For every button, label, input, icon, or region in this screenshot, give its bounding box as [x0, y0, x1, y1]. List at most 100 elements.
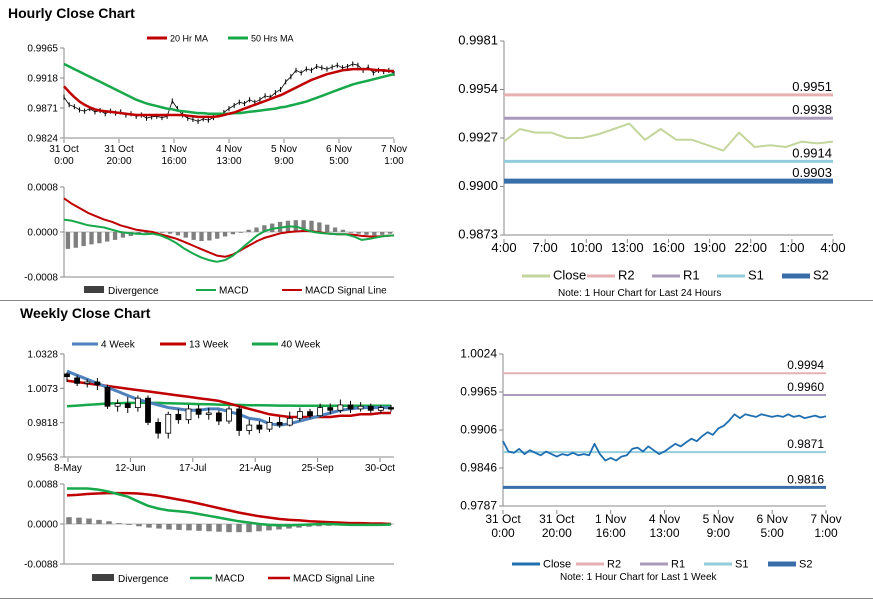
legend-label: MACD	[219, 286, 248, 297]
divergence-bar	[309, 220, 314, 232]
divergence-bar	[348, 232, 353, 233]
candle-body	[84, 381, 91, 384]
level-label-s2: 0.9816	[787, 472, 824, 486]
divergence-bar	[387, 232, 393, 234]
candle-body	[377, 407, 384, 411]
divergence-bar	[236, 524, 242, 533]
divergence-bar	[65, 232, 71, 249]
legend-label: 50 Hrs MA	[251, 34, 294, 44]
x-tick-label: 9:00	[707, 526, 731, 540]
legend-label: 13 Week	[189, 340, 229, 351]
x-tick-label: 5 Nov	[271, 144, 297, 155]
candle-body	[317, 407, 324, 417]
candle-body	[74, 377, 81, 384]
divergence-bar	[120, 232, 126, 238]
candle-body	[337, 404, 344, 411]
level-label-r2: 0.9951	[792, 79, 832, 94]
x-tick-label: 9:00	[274, 156, 294, 167]
legend-label: R1	[671, 559, 685, 571]
divergence-bar	[254, 227, 259, 232]
x-tick-label: 0:00	[54, 156, 74, 167]
y-tick-label: 0.0000	[27, 228, 58, 239]
divergence-bar	[364, 232, 369, 235]
divergence-bar	[230, 232, 236, 235]
divergence-bar	[216, 524, 222, 532]
level-label-s2: 0.9903	[792, 165, 832, 180]
y-tick-label: 0.0000	[27, 520, 58, 531]
x-tick-label: 7:00	[532, 240, 557, 255]
candle-body	[195, 408, 202, 415]
divergence-bar	[207, 232, 212, 241]
candle-body	[205, 412, 212, 415]
divergence-bar	[97, 232, 102, 244]
divergence-bar	[380, 232, 385, 235]
divergence-bar	[199, 232, 204, 241]
divergence-bar	[196, 524, 202, 531]
x-tick-label: 1:00	[814, 526, 838, 540]
x-tick-label: 13:00	[216, 156, 241, 167]
candle-body	[114, 403, 121, 407]
x-tick-label: 25-Sep	[301, 463, 334, 474]
x-tick-label: 13:00	[649, 526, 679, 540]
divergence-bar	[105, 232, 110, 242]
y-tick-label: 0.9965	[460, 385, 497, 399]
x-tick-label: 7 Nov	[381, 144, 407, 155]
divergence-bar	[175, 232, 181, 236]
divergence-bar	[222, 232, 228, 237]
y-tick-label: 1.0073	[27, 384, 58, 395]
divergence-bar	[96, 519, 102, 524]
divergence-bar	[176, 524, 182, 530]
legend-swatch	[92, 574, 114, 581]
divergence-bar	[183, 232, 188, 238]
legend-label: Close	[543, 559, 571, 571]
macd-line	[63, 218, 395, 263]
candle-body	[64, 373, 70, 378]
candle-body	[226, 408, 232, 422]
divergence-bar	[126, 524, 132, 525]
legend-label: MACD Signal Line	[305, 286, 387, 297]
divergence-bar	[325, 224, 330, 232]
level-label-s1: 0.9914	[792, 145, 832, 160]
x-tick-label: 0:00	[491, 526, 515, 540]
candle-body	[236, 408, 243, 431]
macd-line	[67, 487, 392, 527]
ma20-line	[63, 67, 394, 119]
hourly-note: Note: 1 Hour Chart for Last 24 Hours	[558, 288, 722, 299]
x-tick-label: 31 Oct	[485, 512, 521, 526]
x-tick-label: 1 Nov	[595, 512, 626, 526]
divergence-bar	[372, 232, 377, 236]
divergence-bar	[136, 524, 142, 527]
y-tick-label: 0.9873	[458, 227, 498, 242]
x-tick-label: 12-Jun	[115, 463, 146, 474]
level-label-r1: 0.9938	[792, 102, 832, 117]
divergence-bar	[156, 524, 162, 529]
legend-label: R1	[683, 268, 700, 283]
candle-body	[124, 403, 131, 408]
candle-body	[307, 411, 313, 417]
x-tick-label: 1 Nov	[161, 144, 187, 155]
divergence-bar	[332, 227, 338, 232]
divergence-bar	[76, 517, 82, 524]
week40-line	[66, 401, 391, 408]
y-tick-label: 0.0088	[27, 480, 58, 491]
candle-body	[296, 411, 303, 419]
candle-body	[256, 424, 263, 430]
y-tick-label: 0.9906	[460, 423, 497, 437]
weekly-note: Note: 1 Hour Chart for Last 1 Week	[560, 572, 717, 583]
candle-body	[276, 421, 283, 426]
divergence-bar	[356, 232, 361, 234]
x-tick-label: 5:00	[329, 156, 349, 167]
divergence-bar	[301, 220, 306, 232]
divergence-bar	[73, 232, 78, 248]
divergence-bar	[112, 232, 118, 240]
x-tick-label: 4 Nov	[216, 144, 242, 155]
candle-body	[104, 386, 111, 407]
x-tick-label: 13:00	[611, 240, 644, 255]
x-tick-label: 10:00	[570, 240, 603, 255]
x-tick-label: 30-Oct	[365, 463, 395, 474]
divergence-bar	[186, 524, 192, 531]
candle-body	[215, 412, 222, 422]
